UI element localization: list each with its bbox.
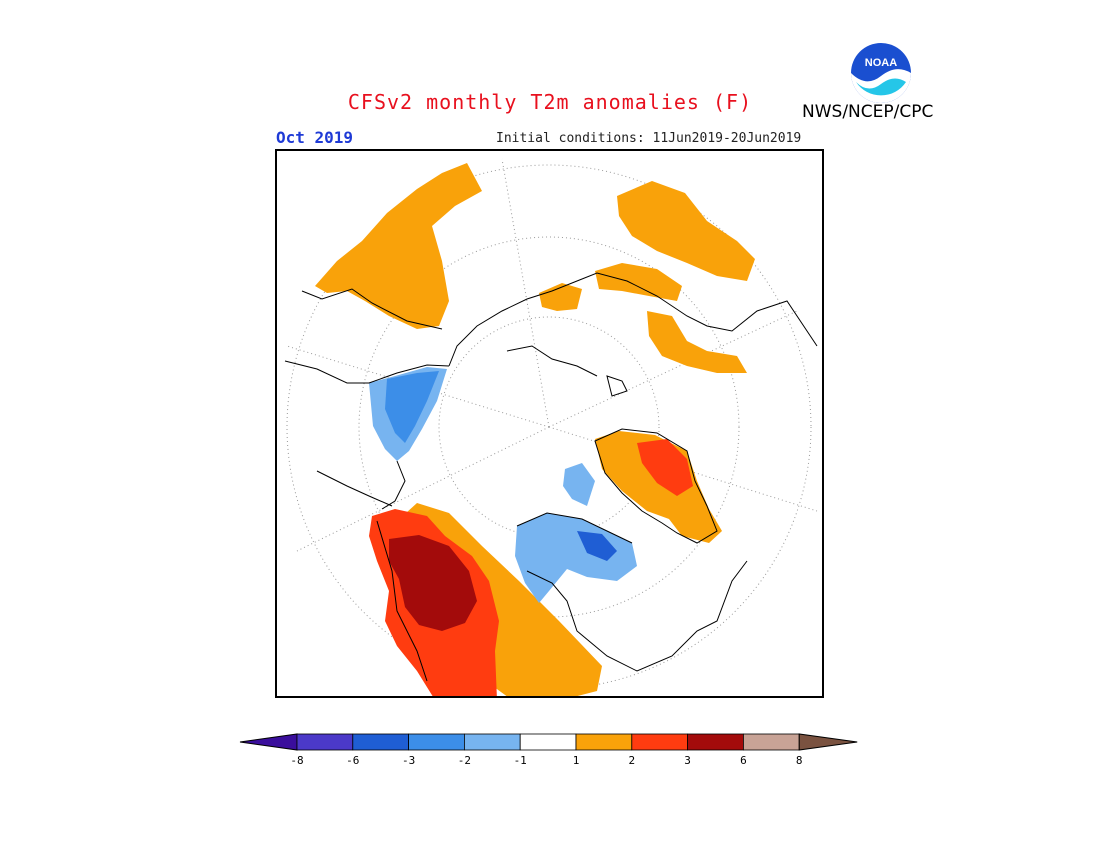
colorbar-label: -1 — [514, 754, 527, 767]
colorbar-label: 3 — [684, 754, 691, 767]
colorbar-label: -2 — [458, 754, 471, 767]
colorbar-segment — [575, 733, 633, 751]
colorbar-segment — [743, 733, 800, 751]
colorbar-segment — [687, 733, 744, 751]
anomaly-siberia-east — [647, 311, 747, 373]
polar-map — [284, 158, 818, 696]
anomaly-greenland-red — [637, 439, 693, 496]
coastlines — [284, 272, 818, 682]
anomaly-siberia-coast — [595, 263, 682, 301]
anomaly-russia-north — [617, 181, 755, 281]
map-title: CFSv2 monthly T2m anomalies (F) — [347, 90, 753, 114]
anomaly-kara — [539, 283, 582, 311]
colorbar-label: 8 — [796, 754, 803, 767]
anomaly-archipelago-dark — [577, 531, 617, 561]
colorbar-arrow-high — [798, 733, 858, 751]
colorbar-label: 2 — [628, 754, 635, 767]
colorbar-arrow-low — [239, 733, 298, 751]
colorbar-segment — [296, 733, 354, 751]
colorbar-segment — [631, 733, 688, 751]
noaa-logo-icon: NOAA — [851, 43, 911, 103]
logo-text: NOAA — [865, 57, 897, 69]
colorbar-segment — [352, 733, 409, 751]
anomaly-alaska-dark — [389, 535, 477, 631]
initial-conditions: Initial conditions: 11Jun2019-20Jun2019 — [496, 131, 802, 146]
colorbar-label: 6 — [740, 754, 747, 767]
cool-anomalies — [369, 367, 637, 603]
agency-label: NWS/NCEP/CPC — [802, 102, 934, 122]
anomaly-europe — [315, 163, 482, 329]
colorbar-label: -3 — [402, 754, 415, 767]
anomaly-greenland — [595, 431, 722, 543]
colorbar-segment — [408, 733, 465, 751]
colorbar-segment — [463, 733, 521, 751]
warm-anomalies — [315, 163, 755, 696]
colorbar-label: -6 — [346, 754, 359, 767]
anomaly-scandinavia-cool2 — [385, 371, 439, 443]
colorbar-label: 1 — [573, 754, 580, 767]
colorbar-label: -8 — [290, 754, 303, 767]
anomaly-ellesmere — [563, 463, 595, 506]
anomaly-arctic-archipelago — [515, 513, 637, 603]
map-panel — [275, 149, 824, 698]
colorbar-segment — [519, 733, 577, 751]
valid-month: Oct 2019 — [276, 128, 354, 147]
